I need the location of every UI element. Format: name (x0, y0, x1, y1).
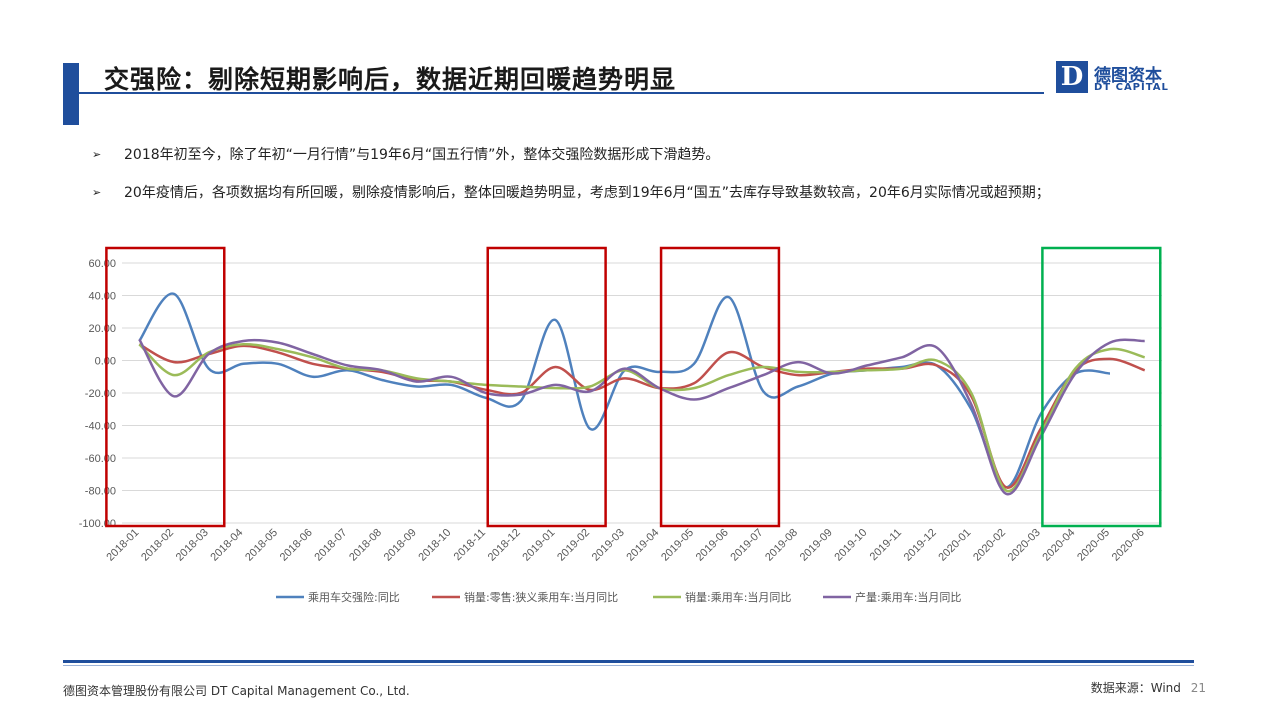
x-tick-label: 2019-11 (868, 527, 904, 563)
x-tick-label: 2018-03 (174, 527, 211, 564)
x-tick-label: 2018-11 (452, 527, 488, 563)
legend-label: 乘用车交强险:同比 (308, 590, 400, 604)
y-tick-label: 20.00 (88, 323, 116, 335)
x-tick-label: 2019-02 (555, 527, 592, 564)
x-tick-label: 2019-04 (624, 527, 661, 564)
x-tick-label: 2019-09 (798, 527, 835, 564)
x-tick-label: 2018-08 (347, 527, 384, 564)
bullet-item: ➢ 20年疫情后，各项数据均有所回暖，剔除疫情影响后，整体回暖趋势明显，考虑到1… (92, 182, 1050, 202)
title-accent-bar (63, 63, 79, 125)
bullet-text: 20年疫情后，各项数据均有所回暖，剔除疫情影响后，整体回暖趋势明显，考虑到19年… (124, 185, 1050, 201)
x-tick-label: 2019-07 (728, 527, 765, 564)
y-tick-label: -40.00 (85, 421, 116, 433)
x-tick-label: 2018-02 (139, 527, 176, 564)
legend-label: 销量:乘用车:当月同比 (685, 590, 791, 604)
x-tick-label: 2018-05 (243, 527, 280, 564)
series-line (138, 292, 1111, 489)
page-number: 21 (1190, 681, 1206, 695)
y-tick-label: -60.00 (85, 453, 116, 465)
footer-company: 德图资本管理股份有限公司 DT Capital Management Co., … (63, 684, 410, 698)
x-tick-label: 2018-12 (486, 527, 523, 564)
legend-label: 销量:零售:狭义乘用车:当月同比 (464, 590, 618, 604)
x-tick-label: 2019-03 (590, 527, 627, 564)
y-tick-label: 60.00 (88, 258, 116, 270)
x-tick-label: 2018-10 (416, 527, 453, 564)
x-tick-label: 2018-01 (104, 527, 141, 564)
footer-rule (63, 660, 1194, 663)
x-tick-label: 2019-05 (659, 527, 696, 564)
x-tick-label: 2020-06 (1110, 527, 1147, 564)
x-tick-label: 2018-06 (278, 527, 315, 564)
bullet-list: ➢ 2018年初至今，除了年初“一月行情”与19年6月“国五行情”外，整体交强险… (92, 144, 1050, 220)
footer-rule-thin (63, 665, 1194, 666)
x-tick-label: 2020-01 (936, 527, 973, 564)
y-tick-label: 40.00 (88, 291, 116, 303)
series-line (138, 338, 1145, 496)
highlight-box (1041, 246, 1162, 528)
footer-source: 数据来源：Wind 21 (1091, 679, 1206, 696)
x-tick-label: 2020-04 (1040, 527, 1077, 564)
arrow-bullet-icon: ➢ (92, 185, 102, 199)
y-tick-label: -100.00 (79, 518, 116, 530)
x-tick-label: 2019-10 (832, 527, 869, 564)
arrow-bullet-icon: ➢ (92, 147, 102, 161)
x-tick-label: 2019-01 (520, 527, 557, 564)
x-tick-label: 2019-12 (902, 527, 939, 564)
highlight-box (659, 246, 781, 528)
line-chart: 60.0040.0020.000.00-20.00-40.00-60.00-80… (79, 246, 1162, 604)
legend-label: 产量:乘用车:当月同比 (855, 590, 961, 604)
x-tick-label: 2020-05 (1075, 527, 1112, 564)
logo-en-text: DT CAPITAL (1094, 82, 1169, 93)
y-tick-label: -80.00 (85, 486, 116, 498)
x-tick-label: 2020-03 (1006, 527, 1043, 564)
x-tick-label: 2019-06 (694, 527, 731, 564)
x-tick-label: 2019-08 (763, 527, 800, 564)
page-title: 交强险：剔除短期影响后，数据近期回暖趋势明显 (104, 65, 677, 94)
x-tick-label: 2018-04 (208, 527, 245, 564)
y-tick-label: -20.00 (85, 388, 116, 400)
x-tick-label: 2018-09 (382, 527, 419, 564)
logo-mark-icon: D (1056, 61, 1088, 93)
highlight-box (105, 246, 226, 528)
x-tick-label: 2018-07 (312, 527, 349, 564)
bullet-item: ➢ 2018年初至今，除了年初“一月行情”与19年6月“国五行情”外，整体交强险… (92, 144, 1050, 164)
highlight-box (486, 246, 607, 528)
company-logo: D 德图资本 DT CAPITAL (1056, 61, 1186, 97)
logo-cn-text: 德图资本 (1094, 66, 1162, 86)
title-underline (79, 92, 1044, 94)
x-tick-label: 2020-02 (971, 527, 1008, 564)
bullet-text: 2018年初至今，除了年初“一月行情”与19年6月“国五行情”外，整体交强险数据… (124, 147, 720, 163)
data-source: 数据来源：Wind (1090, 681, 1181, 695)
